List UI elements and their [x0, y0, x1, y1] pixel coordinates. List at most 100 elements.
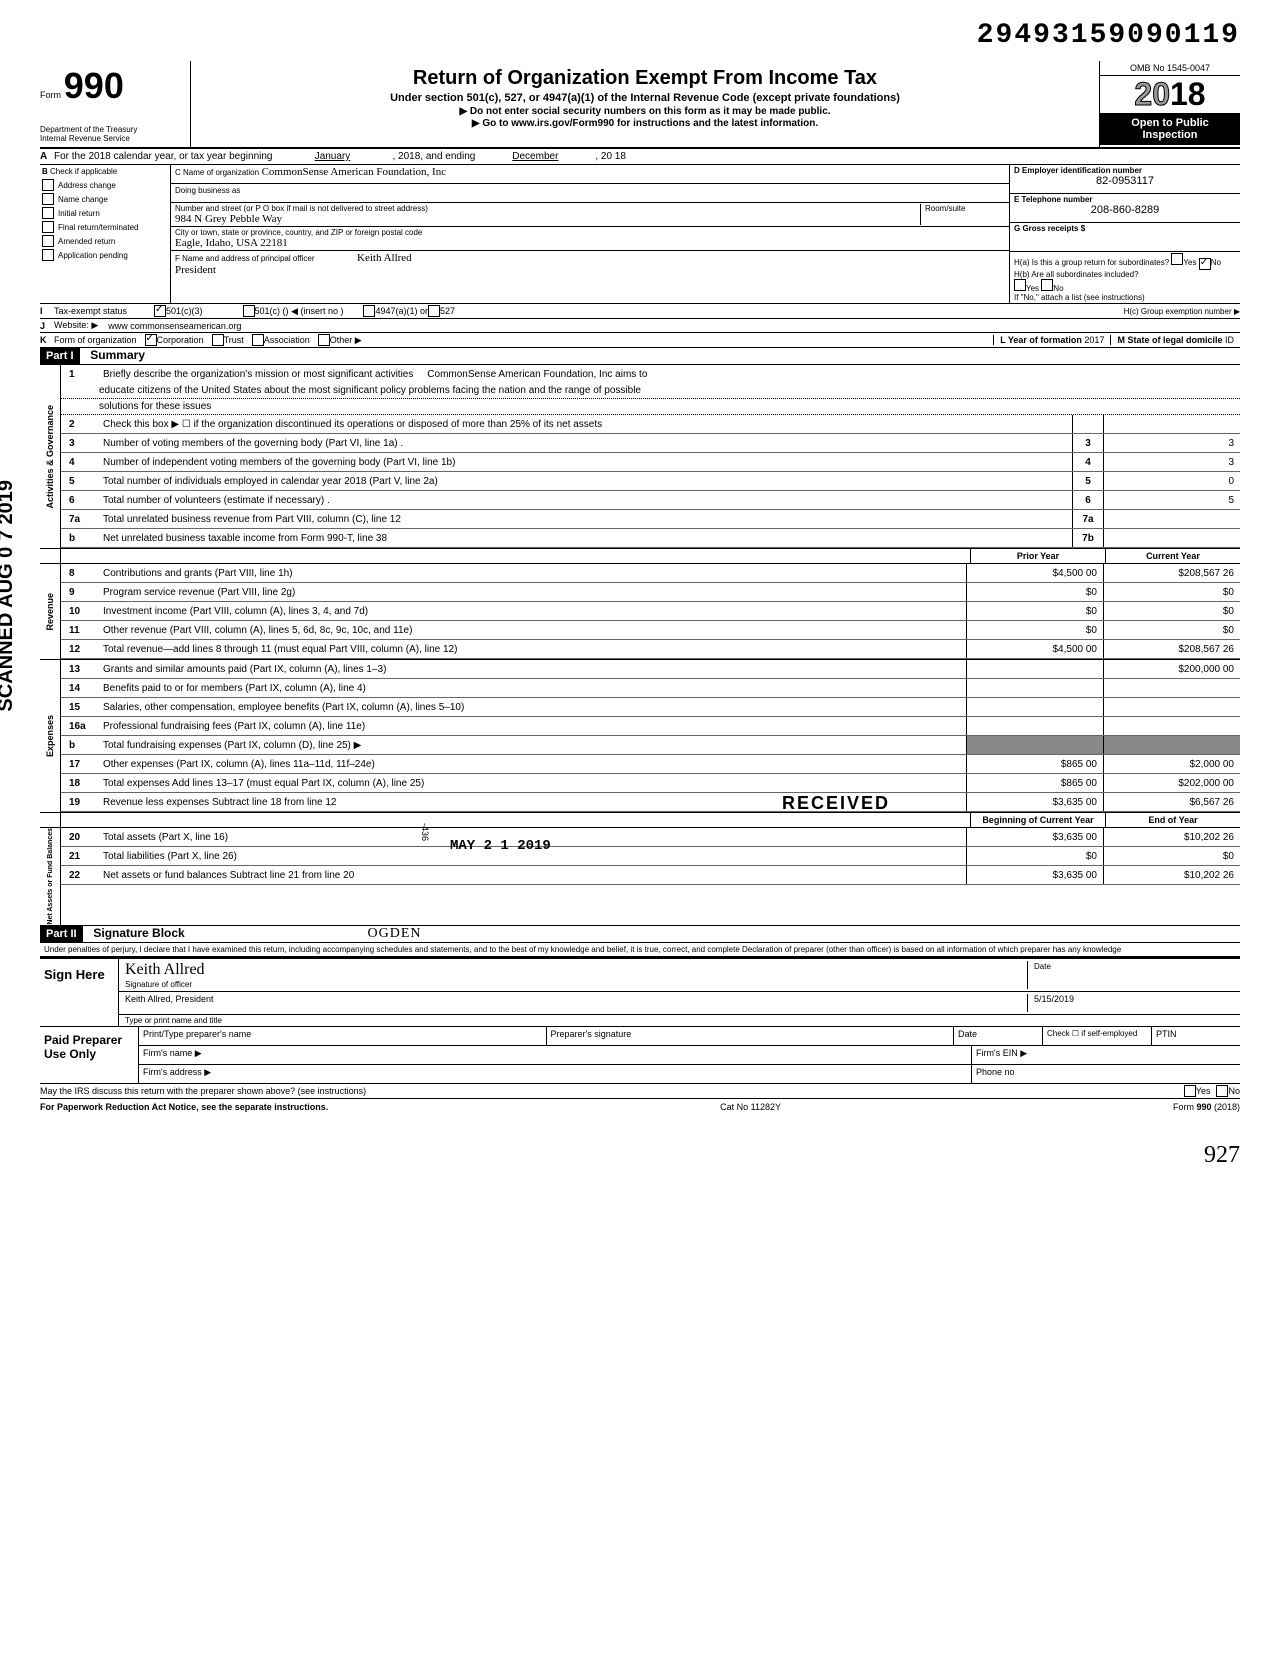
org-name-label: C Name of organization — [175, 168, 259, 177]
begin-month: January — [272, 151, 392, 162]
line-1-num: 1 — [61, 369, 99, 380]
mission-text-1: CommonSense American Foundation, Inc aim… — [427, 369, 647, 380]
note-ssn: ▶ Do not enter social security numbers o… — [199, 106, 1091, 117]
summary-line-20: 20Total assets (Part X, line 16)$3,635 0… — [61, 828, 1240, 847]
officer-title: President — [175, 264, 1005, 276]
prep-sig-label: Preparer's signature — [547, 1027, 955, 1045]
part-1-label: Part I — [40, 348, 80, 364]
received-stamp: RECEIVED — [782, 793, 890, 814]
cb-application-pending[interactable]: Application pending — [40, 248, 170, 262]
hb-no-cb[interactable] — [1041, 279, 1053, 291]
hc-label: H(c) Group exemption number ▶ — [1124, 307, 1240, 316]
tax-exempt-label: Tax-exempt status — [54, 306, 154, 316]
cb-address-change[interactable]: Address change — [40, 178, 170, 192]
perjury-statement: Under penalties of perjury, I declare th… — [40, 943, 1240, 957]
received-date-stamp: MAY 2 1 2019 — [450, 838, 551, 854]
website-value: www commonsenseamerican.org — [108, 321, 241, 331]
cb-corporation[interactable] — [145, 334, 157, 346]
sign-here-block: Sign Here Keith AllredSignature of offic… — [40, 957, 1240, 1026]
ha-yes-cb[interactable] — [1171, 253, 1183, 265]
governance-section: Activities & Governance 1 Briefly descri… — [40, 365, 1240, 549]
expenses-side-label: Expenses — [40, 660, 61, 812]
org-name-cell: C Name of organization CommonSense Ameri… — [171, 165, 1009, 184]
ein-label: D Employer identification number — [1014, 166, 1236, 175]
type-print-label: Type or print name and title — [119, 1015, 1240, 1026]
signature-line[interactable]: Keith AllredSignature of officer Date — [119, 959, 1240, 992]
summary-line-10: 10Investment income (Part VIII, column (… — [61, 602, 1240, 621]
col-c: C Name of organization CommonSense Ameri… — [171, 165, 1010, 303]
cb-trust[interactable] — [212, 334, 224, 346]
title-block: Return of Organization Exempt From Incom… — [191, 61, 1099, 147]
cb-other[interactable] — [318, 334, 330, 346]
addr-cell: Number and street (or P O box if mail is… — [171, 203, 1009, 227]
mission-text-2: educate citizens of the United States ab… — [61, 383, 1240, 399]
discuss-row: May the IRS discuss this return with the… — [40, 1083, 1240, 1099]
addr-value: 984 N Grey Pebble Way — [175, 213, 920, 225]
firm-phone-label: Phone no — [972, 1065, 1240, 1083]
ha-no-cb[interactable] — [1199, 258, 1211, 270]
state-domicile-label: M State of legal domicile — [1117, 335, 1222, 345]
sign-here-label: Sign Here — [40, 959, 119, 1026]
firm-addr-label: Firm's address ▶ — [139, 1065, 972, 1083]
form-title: Return of Organization Exempt From Incom… — [199, 67, 1091, 90]
cb-501c3[interactable] — [154, 305, 166, 317]
row-a-mid: , 2018, and ending — [392, 151, 475, 162]
dba-label: Doing business as — [175, 186, 240, 195]
summary-line-7a: 7aTotal unrelated business revenue from … — [61, 510, 1240, 529]
label-a: A — [40, 151, 54, 162]
label-k: K — [40, 335, 54, 345]
form-subtitle: Under section 501(c), 527, or 4947(a)(1)… — [199, 92, 1091, 104]
firm-name-label: Firm's name ▶ — [139, 1046, 972, 1064]
prep-name-label: Print/Type preparer's name — [139, 1027, 547, 1045]
cb-amended[interactable]: Amended return — [40, 234, 170, 248]
city-label: City or town, state or province, country… — [175, 228, 1005, 237]
governance-side-label: Activities & Governance — [40, 365, 61, 548]
prep-date-label: Date — [954, 1027, 1043, 1045]
h-note: If "No," attach a list (see instructions… — [1014, 293, 1236, 302]
footer-mid: Cat No 11282Y — [720, 1102, 781, 1112]
hb-yes-cb[interactable] — [1014, 279, 1026, 291]
discuss-yes-cb[interactable] — [1184, 1085, 1196, 1097]
mission-row: 1 Briefly describe the organization's mi… — [61, 365, 1240, 383]
label-i: I — [40, 306, 54, 316]
preparer-row-1: Print/Type preparer's name Preparer's si… — [139, 1027, 1240, 1046]
summary-line-3: 3Number of voting members of the governi… — [61, 434, 1240, 453]
gross-receipts-label: G Gross receipts $ — [1014, 224, 1236, 233]
handwritten-note: 927 — [40, 1142, 1240, 1169]
summary-line-15: 15Salaries, other compensation, employee… — [61, 698, 1240, 717]
summary-line-4: 4Number of independent voting members of… — [61, 453, 1240, 472]
state-domicile: ID — [1225, 335, 1234, 345]
preparer-row-2: Firm's name ▶ Firm's EIN ▶ — [139, 1046, 1240, 1065]
col-b-intro: Check if applicable — [50, 167, 117, 176]
paid-preparer-block: Paid Preparer Use Only Print/Type prepar… — [40, 1026, 1240, 1083]
summary-line-11: 11Other revenue (Part VIII, column (A), … — [61, 621, 1240, 640]
netassets-section: Net Assets or Fund Balances 20Total asse… — [40, 828, 1240, 926]
city-value: Eagle, Idaho, USA 22181 — [175, 237, 1005, 249]
summary-line-13: 13Grants and similar amounts paid (Part … — [61, 660, 1240, 679]
mission-label: Briefly describe the organization's miss… — [103, 369, 413, 380]
discuss-no-cb[interactable] — [1216, 1085, 1228, 1097]
cb-name-change[interactable]: Name change — [40, 192, 170, 206]
form-word: Form — [40, 90, 61, 100]
cb-final-return[interactable]: Final return/terminated — [40, 220, 170, 234]
paid-preparer-label: Paid Preparer Use Only — [40, 1027, 139, 1083]
part-1-header: Part I Summary — [40, 348, 1240, 365]
mission-text-3: solutions for these issues — [61, 399, 1240, 415]
cb-4947[interactable] — [363, 305, 375, 317]
cb-501c[interactable] — [243, 305, 255, 317]
officer-cell: F Name and address of principal officer … — [171, 251, 1009, 277]
summary-line-9: 9Program service revenue (Part VIII, lin… — [61, 583, 1240, 602]
batch-stamp: -436 — [420, 823, 430, 841]
year-formation-label: L Year of formation — [1000, 335, 1082, 345]
dept-irs: Internal Revenue Service — [40, 134, 180, 143]
netassets-side-label: Net Assets or Fund Balances — [40, 828, 61, 925]
cb-527[interactable] — [428, 305, 440, 317]
row-a-text: For the 2018 calendar year, or tax year … — [54, 151, 272, 162]
current-year-header: Current Year — [1105, 549, 1240, 563]
col-b: B Check if applicable Address change Nam… — [40, 165, 171, 303]
cb-association[interactable] — [252, 334, 264, 346]
row-i: I Tax-exempt status 501(c)(3) 501(c) ( )… — [40, 304, 1240, 319]
ogden-stamp: OGDEN — [368, 926, 422, 941]
cb-initial-return[interactable]: Initial return — [40, 206, 170, 220]
omb-number: OMB No 1545-0047 — [1100, 61, 1240, 76]
